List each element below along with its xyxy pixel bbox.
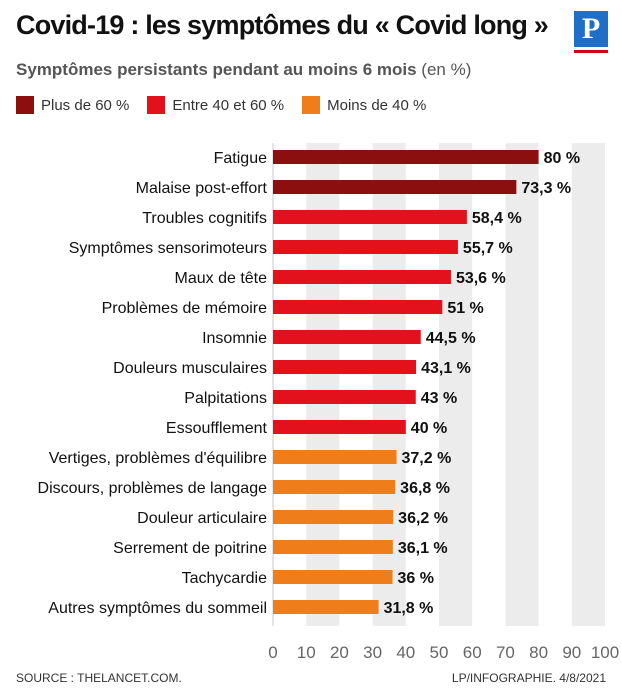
bar bbox=[273, 570, 393, 584]
value-label: 43,1 % bbox=[421, 360, 471, 377]
x-tick-label: 100 bbox=[591, 643, 619, 662]
bar bbox=[273, 360, 417, 374]
legend-label-mid: Entre 40 et 60 % bbox=[172, 96, 285, 114]
legend-item-low: Moins de 40 % bbox=[302, 96, 426, 114]
value-label: 36 % bbox=[398, 570, 434, 587]
category-label: Problèmes de mémoire bbox=[102, 300, 268, 317]
bar bbox=[273, 180, 517, 194]
le-parisien-logo: P bbox=[574, 11, 608, 53]
category-label: Autres symptômes du sommeil bbox=[48, 600, 267, 617]
bar bbox=[273, 420, 406, 434]
chart-subtitle: Symptômes persistants pendant au moins 6… bbox=[16, 60, 471, 80]
value-label: 36,8 % bbox=[400, 480, 450, 497]
bar bbox=[273, 210, 467, 224]
legend-swatch-low bbox=[302, 96, 321, 114]
category-label: Discours, problèmes de langage bbox=[38, 480, 268, 497]
credit-note: LP/INFOGRAPHIE. 4/8/2021 bbox=[451, 671, 606, 685]
bar bbox=[273, 240, 458, 254]
legend-swatch-mid bbox=[147, 96, 166, 114]
category-label: Troubles cognitifs bbox=[142, 210, 267, 227]
x-tick-label: 40 bbox=[396, 643, 415, 662]
x-tick-label: 90 bbox=[562, 643, 581, 662]
x-tick-label: 10 bbox=[297, 643, 316, 662]
bar bbox=[273, 330, 421, 344]
grid-band bbox=[571, 143, 605, 626]
legend: Plus de 60 % Entre 40 et 60 % Moins de 4… bbox=[16, 96, 444, 114]
chart-title: Covid-19 : les symptômes du « Covid long… bbox=[16, 10, 549, 40]
grid-band bbox=[505, 143, 539, 626]
subtitle-main: Symptômes persistants pendant au moins 6… bbox=[16, 60, 417, 79]
value-label: 31,8 % bbox=[384, 600, 434, 617]
value-label: 53,6 % bbox=[456, 270, 506, 287]
category-label: Douleur articulaire bbox=[137, 510, 267, 527]
value-label: 58,4 % bbox=[472, 210, 522, 227]
bar bbox=[273, 480, 396, 494]
bar bbox=[273, 270, 451, 284]
category-label: Palpitations bbox=[184, 390, 267, 407]
bar bbox=[273, 300, 443, 314]
value-label: 55,7 % bbox=[463, 240, 513, 257]
value-label: 44,5 % bbox=[426, 330, 476, 347]
bar bbox=[273, 510, 394, 524]
legend-label-low: Moins de 40 % bbox=[327, 96, 427, 114]
category-label: Vertiges, problèmes d'équilibre bbox=[49, 450, 267, 467]
category-label: Tachycardie bbox=[182, 570, 267, 587]
value-label: 80 % bbox=[544, 150, 580, 167]
legend-item-mid: Entre 40 et 60 % bbox=[147, 96, 284, 114]
x-tick-label: 60 bbox=[463, 643, 482, 662]
category-label: Malaise post-effort bbox=[136, 180, 268, 197]
category-label: Maux de tête bbox=[175, 270, 268, 287]
x-tick-label: 70 bbox=[496, 643, 515, 662]
category-label: Insomnie bbox=[202, 330, 267, 347]
bar bbox=[273, 450, 397, 464]
value-label: 51 % bbox=[447, 300, 483, 317]
value-label: 36,2 % bbox=[398, 510, 448, 527]
legend-swatch-high bbox=[16, 96, 34, 114]
category-label: Fatigue bbox=[214, 150, 267, 167]
legend-item-high: Plus de 60 % bbox=[16, 96, 129, 114]
bar bbox=[273, 390, 416, 404]
value-label: 37,2 % bbox=[402, 450, 452, 467]
value-label: 43 % bbox=[421, 390, 457, 407]
subtitle-unit: (en %) bbox=[421, 60, 472, 79]
category-label: Essoufflement bbox=[166, 420, 268, 437]
x-tick-label: 50 bbox=[430, 643, 449, 662]
bar bbox=[273, 150, 539, 164]
x-tick-label: 80 bbox=[529, 643, 548, 662]
category-label: Serrement de poitrine bbox=[113, 540, 267, 557]
source-note: SOURCE : THELANCET.COM. bbox=[16, 671, 182, 685]
value-label: 36,1 % bbox=[398, 540, 448, 557]
value-label: 73,3 % bbox=[521, 180, 571, 197]
category-label: Douleurs musculaires bbox=[113, 360, 267, 377]
bar bbox=[273, 600, 379, 614]
legend-label-high: Plus de 60 % bbox=[41, 96, 130, 114]
category-label: Symptômes sensorimoteurs bbox=[69, 240, 267, 257]
x-tick-label: 0 bbox=[268, 643, 277, 662]
value-label: 40 % bbox=[411, 420, 447, 437]
x-tick-label: 30 bbox=[363, 643, 382, 662]
x-tick-label: 20 bbox=[330, 643, 349, 662]
bar bbox=[273, 540, 393, 554]
